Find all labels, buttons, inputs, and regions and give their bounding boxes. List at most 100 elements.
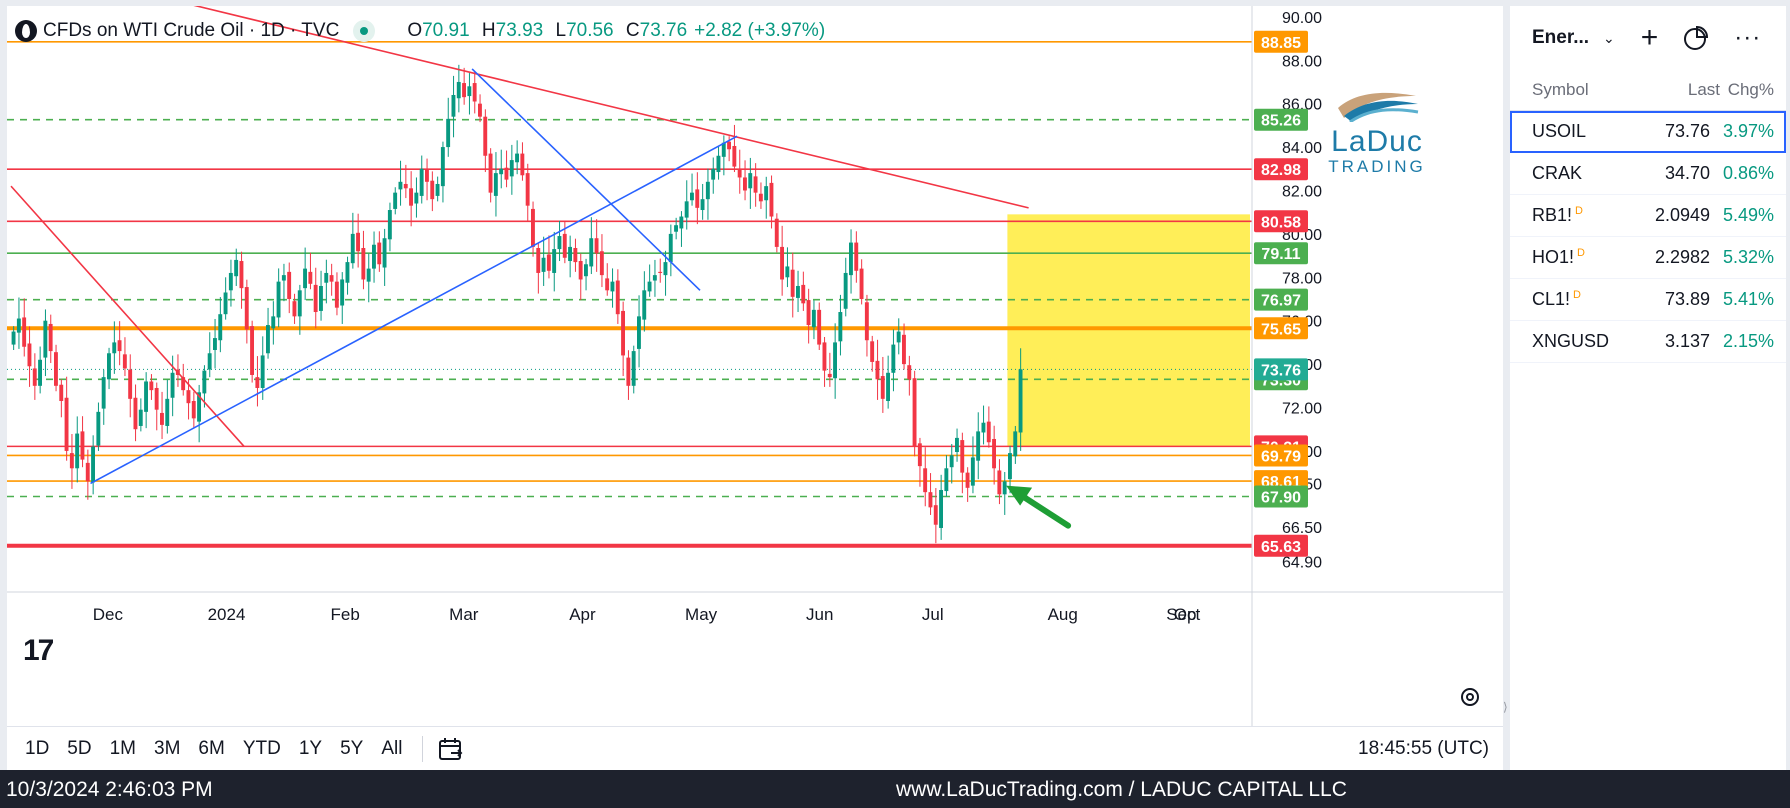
more-options-icon[interactable]: ··· [1734,24,1762,51]
low-value: 70.56 [566,20,614,41]
delayed-flag: D [1577,247,1585,259]
level-label: 75.65 [1261,321,1301,338]
trendline [471,68,701,291]
row-chg: 2.15% [1722,331,1774,351]
candle-body [329,275,334,282]
row-symbol: XNGUSD [1532,331,1610,351]
candle-body [933,505,938,525]
close-value: 73.76 [639,20,688,41]
oil-drop-icon [15,20,37,42]
row-symbol: CRAK [1532,163,1583,183]
candle-body [976,431,981,461]
level-label: 67.90 [1261,490,1301,507]
watchlist-columns: Symbol Last Chg% [1510,70,1786,111]
candle-body [43,320,48,358]
row-last: 3.137 [1664,331,1710,351]
range-5y[interactable]: 5Y [340,738,364,759]
candle-body [796,285,800,298]
candle-body [361,247,366,280]
row-chg: 5.32% [1722,247,1774,267]
candle-body [875,360,880,380]
candle-body [737,168,742,178]
candle-body [313,284,318,313]
level-label-bg [1254,108,1308,131]
level-label-bg [1254,158,1308,181]
chevron-down-icon[interactable]: ⌄ [1603,29,1615,46]
candle-body [626,357,631,386]
row-symbol-text: HO1! [1532,247,1575,267]
range-all[interactable]: All [381,738,403,759]
watchlist-row[interactable]: XNGUSD 3.137 2.15% [1510,321,1786,363]
candle-body [833,342,837,379]
pie-chart-icon[interactable] [1682,24,1710,52]
symbol-title[interactable]: CFDs on WTI Crude Oil · 1D · TVC [43,20,340,41]
candle-body [700,199,705,211]
tradingview-logo[interactable]: 17 [23,634,54,667]
panel-collapse-icon[interactable]: ⟩ [1503,700,1508,714]
watchlist-row[interactable]: HO1! D 2.2982 5.32% [1510,237,1786,279]
level-label-bg [1254,444,1308,467]
chart-panel[interactable]: 90.0088.0086.0084.0082.0080.0078.0076.00… [7,6,1503,770]
candle-body [928,492,933,508]
candle-body [801,284,806,304]
candle-body [483,116,488,156]
col-symbol[interactable]: Symbol [1532,80,1589,99]
range-6m[interactable]: 6M [198,738,225,759]
candle-body [896,331,901,343]
candle-body [398,181,403,190]
watchlist-row[interactable]: RB1! D 2.0949 5.49% [1510,195,1786,237]
candle-body [859,268,864,299]
candle-body [345,262,350,283]
range-5d[interactable]: 5D [67,738,92,759]
row-chg: 5.41% [1722,289,1774,309]
footer-timestamp: 10/3/2024 2:46:03 PM [6,778,213,801]
candle-body [785,266,790,278]
candle-body [647,281,652,292]
candle-body [54,352,58,386]
low-key: L [555,20,567,41]
candle-body [727,141,731,150]
range-1m[interactable]: 1M [109,738,136,759]
go-to-date-icon[interactable] [437,736,465,762]
watchlist-row[interactable]: USOIL 73.76 3.97% [1510,111,1786,153]
watchlist-name[interactable]: Ener... [1532,27,1590,48]
candle-body [276,281,281,318]
candle-body [822,342,827,371]
candle-body [281,275,286,281]
candle-body [562,233,567,258]
row-symbol: HO1! D [1532,247,1585,268]
range-ytd[interactable]: YTD [242,738,281,759]
col-last[interactable]: Last [1687,80,1720,99]
level-label-bg [1254,242,1308,265]
candle-body [546,254,551,271]
candle-body [271,316,276,329]
x-tick-label: Oct [1174,605,1201,624]
candle-body [32,368,37,386]
add-symbol-icon[interactable]: + [1640,21,1659,54]
candle-body [414,192,419,204]
high-key: H [481,20,496,41]
level-label-bg [1254,30,1308,53]
chart-legend: CFDs on WTI Crude Oil · 1D · TVC O70.91 … [15,18,825,44]
watchlist-row[interactable]: CL1! D 73.89 5.41% [1510,279,1786,321]
candle-body [780,246,784,280]
watchlist-row[interactable]: CRAK 34.70 0.86% [1510,153,1786,195]
candle-body [721,142,726,157]
range-1d[interactable]: 1D [25,738,50,759]
utc-clock[interactable]: 18:45:55 (UTC) [1358,738,1489,759]
candle-body [350,233,355,264]
candle-body [690,192,694,201]
col-chg[interactable]: Chg% [1727,80,1774,99]
trendline [90,135,738,485]
candle-body [493,173,498,196]
candle-body [886,372,890,402]
chart-settings-icon[interactable] [1457,684,1483,710]
range-1y[interactable]: 1Y [298,738,323,759]
range-3m[interactable]: 3M [154,738,181,759]
row-symbol: CL1! D [1532,289,1581,310]
candle-body [955,437,959,453]
candle-body [907,365,912,380]
candle-body [297,290,302,317]
price-chart[interactable]: 90.0088.0086.0084.0082.0080.0078.0076.00… [7,6,1503,726]
delayed-flag: D [1573,289,1581,301]
